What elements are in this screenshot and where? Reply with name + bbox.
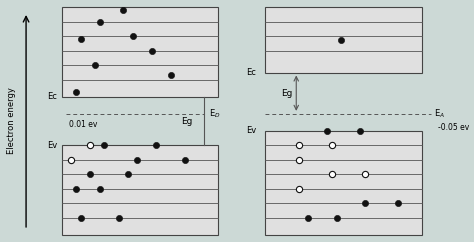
Text: 0.01 ev: 0.01 ev xyxy=(69,120,97,129)
Text: Ev: Ev xyxy=(46,141,57,150)
Text: Ec: Ec xyxy=(246,68,256,77)
Text: Eg: Eg xyxy=(182,116,193,126)
Bar xyxy=(265,7,422,73)
Text: -0.05 ev: -0.05 ev xyxy=(438,122,470,132)
Text: E$_A$: E$_A$ xyxy=(434,107,445,120)
Bar xyxy=(265,131,422,235)
Bar xyxy=(62,7,218,97)
Text: Eg: Eg xyxy=(281,89,292,98)
Bar xyxy=(62,145,218,235)
Text: Ec: Ec xyxy=(47,92,57,101)
Text: Electron energy: Electron energy xyxy=(8,88,16,154)
Text: Ev: Ev xyxy=(246,126,256,135)
Text: E$_D$: E$_D$ xyxy=(209,107,220,120)
